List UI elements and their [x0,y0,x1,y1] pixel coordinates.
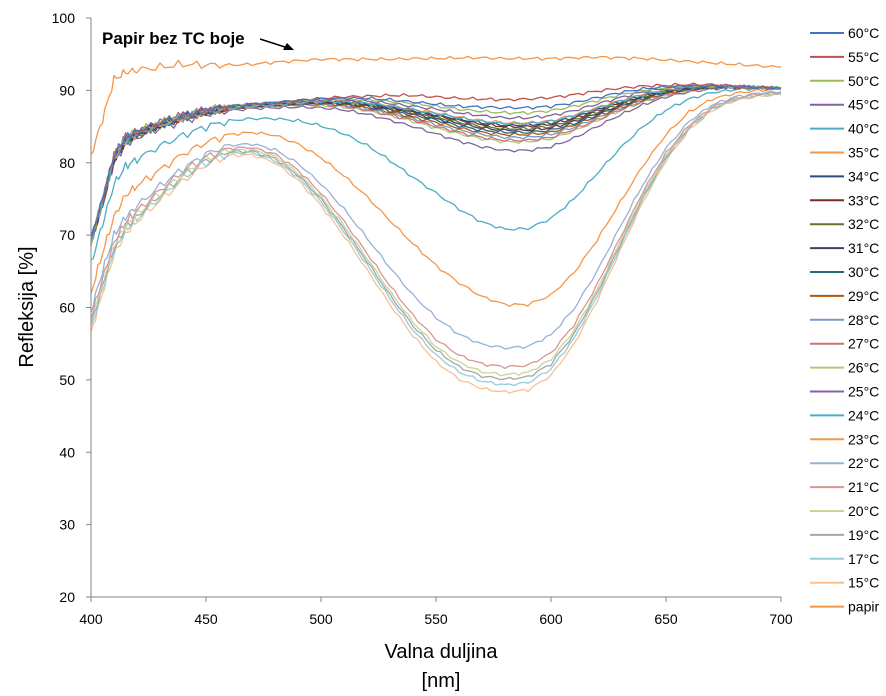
x-ticks: 400 450 500 550 600 650 700 [79,597,793,627]
legend-item: 29°C [810,288,879,304]
legend-item: 35°C [810,145,879,161]
legend-label: 26°C [848,360,879,376]
legend-item: 32°C [810,216,879,232]
legend-item: 20°C [810,503,879,519]
legend-label: 24°C [848,407,879,423]
y-tick-label: 90 [59,82,75,98]
y-tick-label: 50 [59,372,75,388]
legend-label: 34°C [848,168,879,184]
legend-label: papir [848,599,879,615]
legend-label: 33°C [848,192,879,208]
legend-label: 27°C [848,336,879,352]
legend-label: 22°C [848,455,879,471]
legend: 60°C 55°C 50°C 45°C 40°C 35°C 34°C 33°C 32°C 31°C… [810,25,879,615]
legend-item: 50°C [810,73,879,89]
x-tick-label: 500 [309,611,333,627]
legend-item: 17°C [810,551,879,567]
y-ticks: 20 30 40 50 60 70 80 90 100 [52,10,91,605]
annotation: Papir bez TC boje [102,29,294,50]
legend-item: 40°C [810,121,879,137]
annotation-arrow [259,38,289,49]
series-line-45c [90,84,782,238]
y-tick-label: 80 [59,155,75,171]
legend-item: 30°C [810,264,879,280]
legend-label: 15°C [848,575,879,591]
x-axis-title: Valna duljina [384,641,498,663]
series-line-23c [90,88,782,307]
legend-label: 40°C [848,121,879,137]
y-axis-title: Refleksija [%] [16,246,38,367]
legend-label: 21°C [848,479,879,495]
series-line-17c [90,93,782,387]
legend-label: 55°C [848,49,879,65]
series-line-55c [90,82,782,236]
series-line-40c [90,84,782,243]
legend-item: 60°C [810,25,879,41]
legend-label: 19°C [848,527,879,543]
series-line-24c [90,86,782,261]
legend-item: 19°C [810,527,879,543]
legend-item: papir [810,599,879,615]
y-tick-label: 60 [59,300,75,316]
legend-item: 22°C [810,455,879,471]
annotation-arrowhead [283,43,294,50]
series-line-papir [90,55,782,155]
plot-lines [90,55,782,394]
legend-label: 60°C [848,25,879,41]
x-tick-label: 450 [194,611,218,627]
legend-label: 17°C [848,551,879,567]
legend-label: 45°C [848,97,879,113]
series-line-60c [90,83,782,239]
legend-item: 55°C [810,49,879,65]
y-tick-label: 30 [59,517,75,533]
legend-item: 23°C [810,431,879,447]
y-tick-label: 20 [59,589,75,605]
x-tick-label: 700 [769,611,793,627]
y-tick-label: 70 [59,227,75,243]
legend-item: 26°C [810,360,879,376]
x-tick-label: 650 [654,611,678,627]
x-tick-label: 550 [424,611,448,627]
legend-item: 27°C [810,336,879,352]
legend-label: 35°C [848,145,879,161]
x-tick-label: 600 [539,611,563,627]
legend-item: 21°C [810,479,879,495]
legend-label: 23°C [848,431,879,447]
x-axis-unit: [nm] [422,670,461,692]
legend-label: 20°C [848,503,879,519]
legend-item: 24°C [810,407,879,423]
series-line-15c [90,92,782,394]
x-tick-label: 400 [79,611,103,627]
legend-label: 50°C [848,73,879,89]
series-line-20c [90,92,782,377]
legend-label: 28°C [848,312,879,328]
legend-label: 30°C [848,264,879,280]
legend-item: 34°C [810,168,879,184]
legend-item: 45°C [810,97,879,113]
series-line-21c [90,91,782,370]
legend-item: 25°C [810,384,879,400]
legend-label: 29°C [848,288,879,304]
series-line-50c [90,83,782,238]
legend-item: 28°C [810,312,879,328]
series-line-22c [90,90,782,350]
annotation-text: Papir bez TC boje [102,29,245,48]
legend-label: 31°C [848,240,879,256]
y-tick-label: 40 [59,444,75,460]
legend-item: 31°C [810,240,879,256]
y-tick-label: 100 [52,10,76,26]
legend-label: 32°C [848,216,879,232]
legend-label: 25°C [848,384,879,400]
legend-item: 33°C [810,192,879,208]
legend-item: 15°C [810,575,879,591]
